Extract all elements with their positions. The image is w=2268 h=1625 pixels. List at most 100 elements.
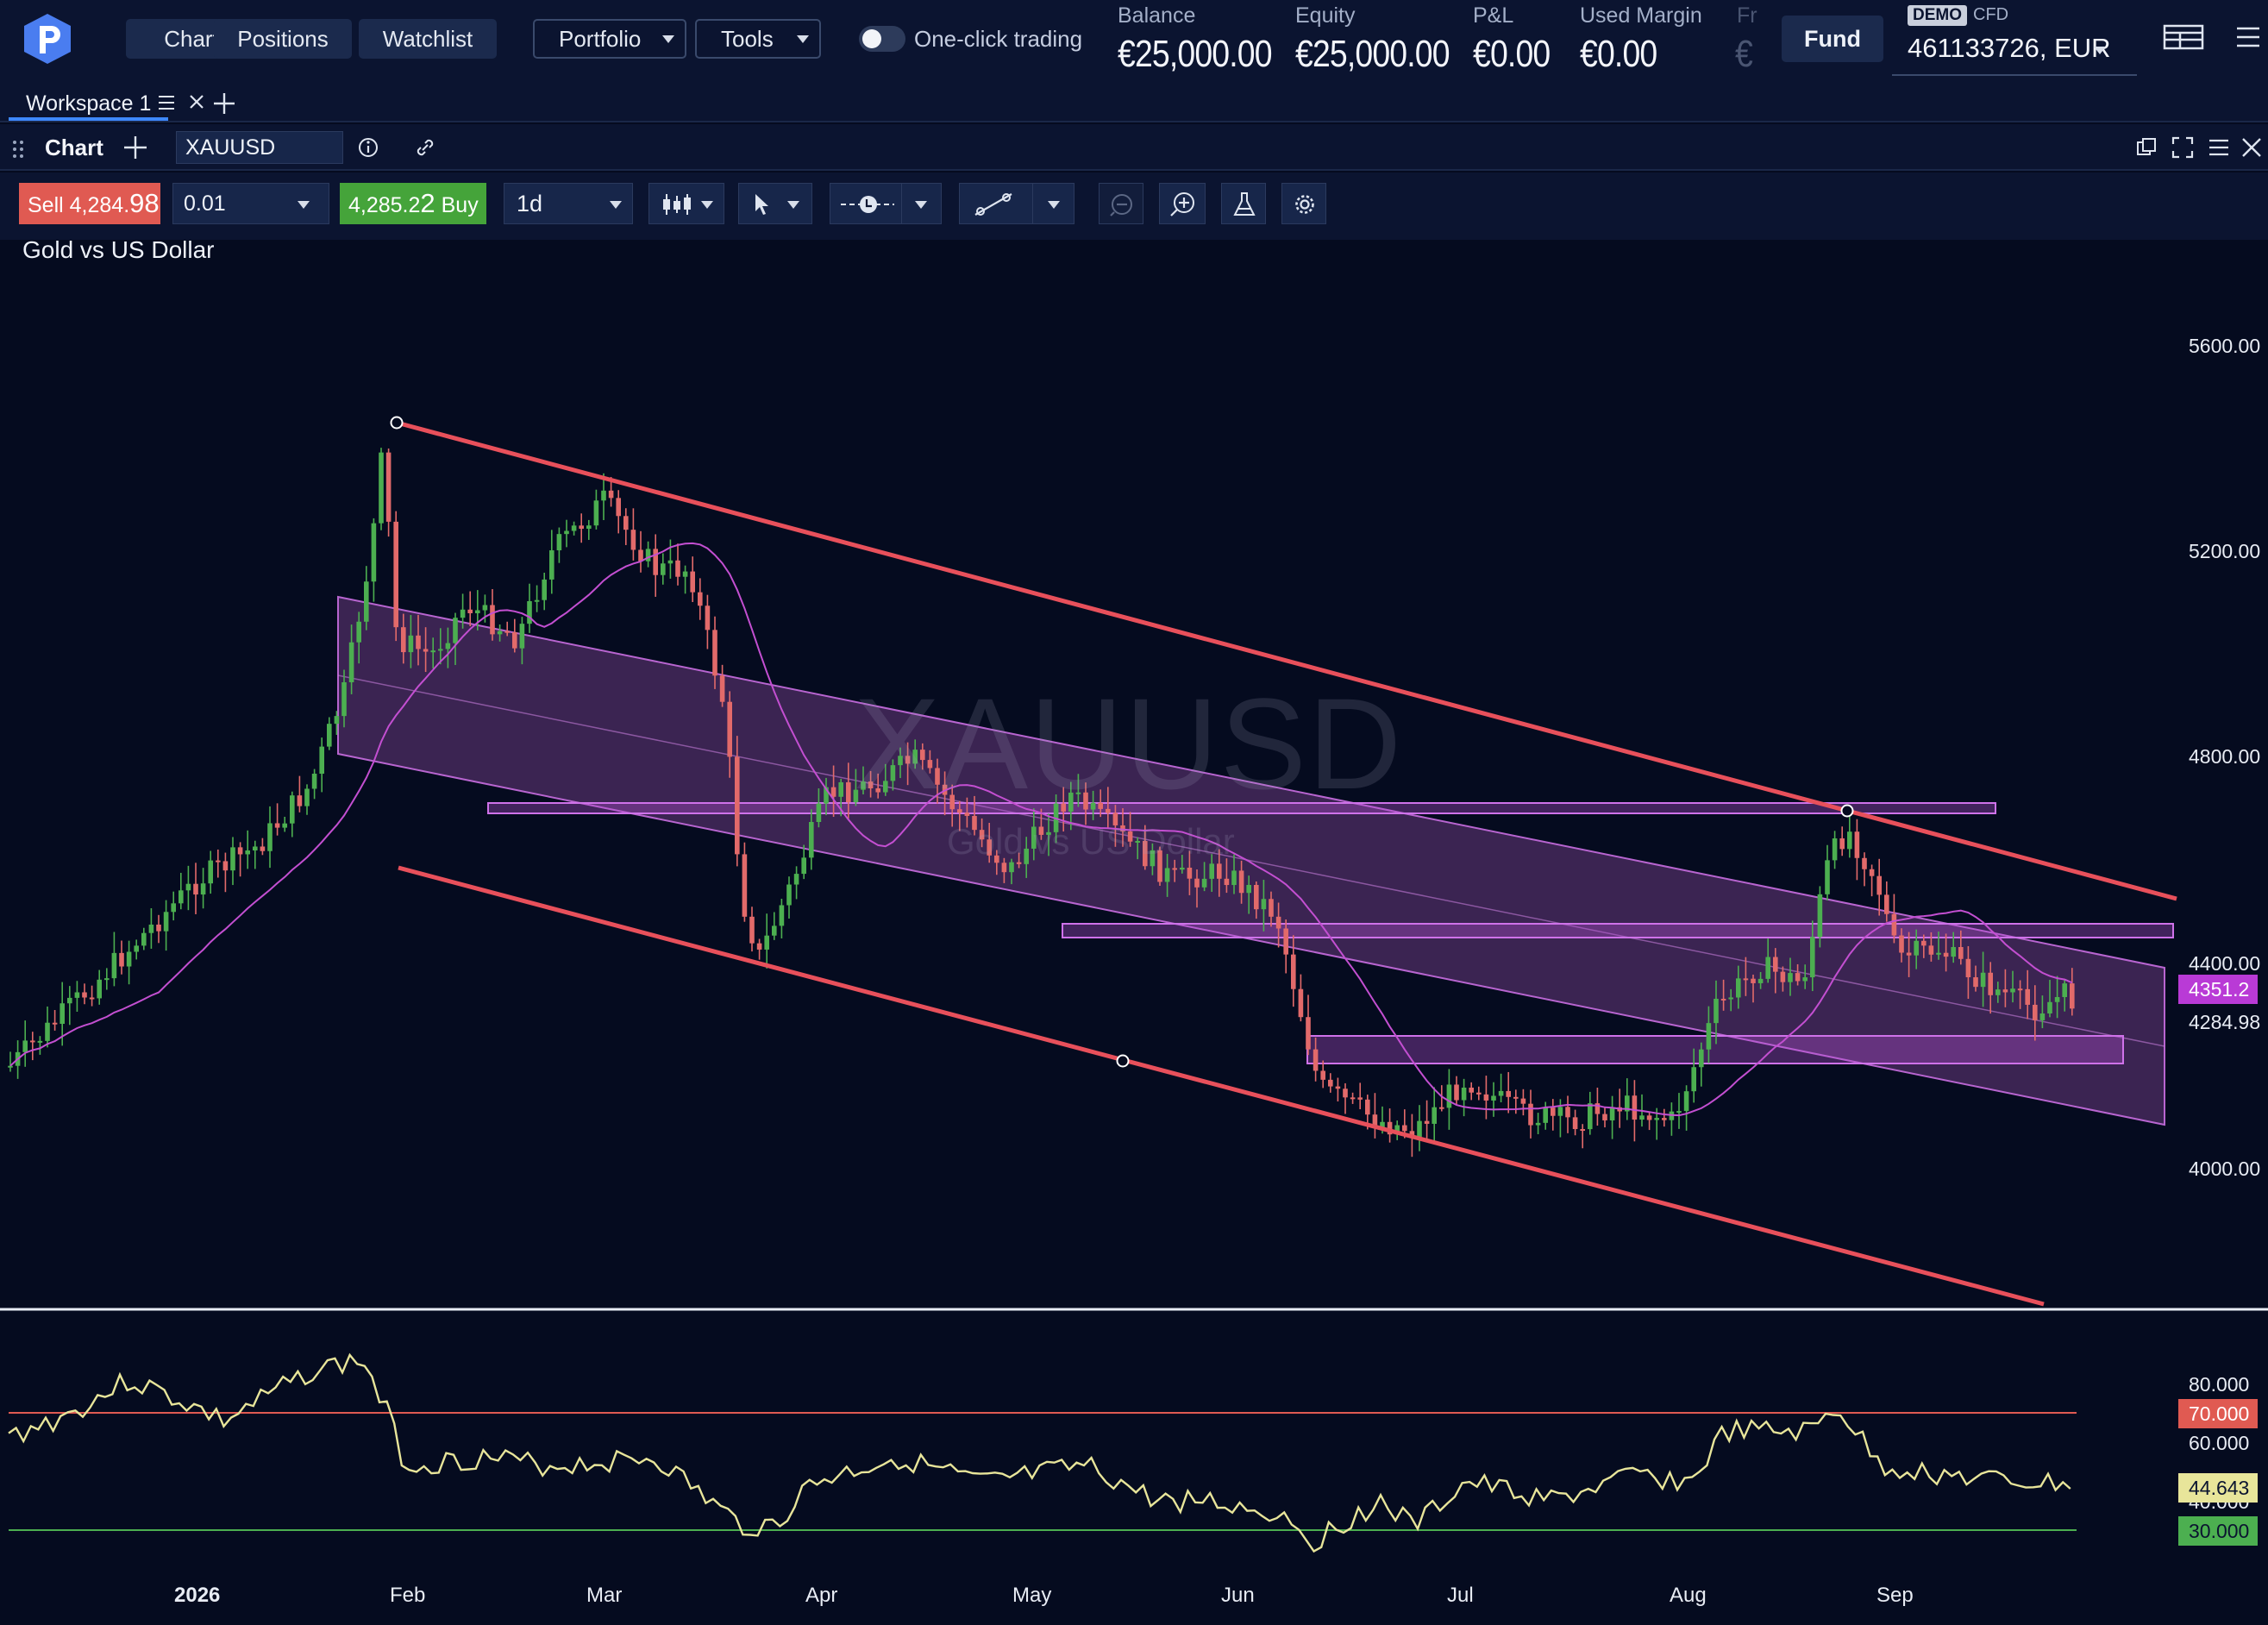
chevron-down-icon xyxy=(797,35,809,43)
flask-icon xyxy=(1233,192,1256,216)
timeframe-value: 1d xyxy=(517,191,543,216)
sell-button[interactable]: Sell 4,284.98 xyxy=(19,183,160,224)
rsi-lower-badge: 30.000 xyxy=(2178,1516,2258,1546)
drag-handle-icon[interactable] xyxy=(12,140,24,159)
price-tick: 4000.00 xyxy=(2189,1158,2261,1180)
price-tick: 5600.00 xyxy=(2189,335,2261,357)
time-tick: Jul xyxy=(1447,1584,1474,1607)
popout-icon[interactable] xyxy=(2133,135,2159,160)
used-margin-value: €0.00 xyxy=(1580,33,1657,75)
panel-title: Chart xyxy=(45,135,103,160)
cursor-arrow-icon xyxy=(755,194,768,215)
equity-value: €25,000.00 xyxy=(1295,33,1450,75)
cfd-label: CFD xyxy=(1973,5,2009,24)
fund-button[interactable]: Fund xyxy=(1782,16,1883,62)
chevron-down-icon xyxy=(1048,201,1060,209)
chart-settings-button[interactable] xyxy=(1281,183,1326,224)
chevron-down-icon xyxy=(915,201,927,209)
chevron-down-icon xyxy=(610,201,622,209)
portfolio-label: Portfolio xyxy=(559,26,642,52)
nav-positions-button[interactable]: Positions xyxy=(214,19,352,59)
workspace-tab[interactable]: Workspace 1 xyxy=(9,86,169,121)
chart-type-button[interactable] xyxy=(648,183,724,224)
divider xyxy=(901,184,902,223)
time-tick: Mar xyxy=(586,1584,623,1607)
layout-icon[interactable] xyxy=(2163,24,2204,50)
time-tick: Feb xyxy=(390,1584,426,1607)
time-tick: Sep xyxy=(1876,1584,1914,1607)
free-margin-value: € xyxy=(1735,33,1753,75)
gear-icon xyxy=(1295,195,1314,214)
chart-panel-header: Chart xyxy=(0,124,2268,171)
symbol-watermark: XAUUSD xyxy=(854,671,1404,816)
add-panel-icon[interactable] xyxy=(122,135,148,160)
symbol-watermark-subtitle: Gold vs US Dollar xyxy=(947,821,1235,862)
chart-toolbar: Sell 4,284.98 0.01 4,285.22 Buy 1d xyxy=(0,173,2268,240)
indicators-button[interactable] xyxy=(1221,183,1266,224)
buy-button[interactable]: 4,285.22 Buy xyxy=(340,183,486,224)
horizontal-line-icon xyxy=(841,196,894,213)
drawing-tool-button[interactable] xyxy=(959,183,1074,224)
info-icon[interactable] xyxy=(355,135,381,160)
tools-dropdown[interactable]: Tools xyxy=(695,19,821,59)
balance-value: €25,000.00 xyxy=(1118,33,1273,75)
rsi-tick: 80.000 xyxy=(2189,1373,2250,1396)
horizontal-line-tool-button[interactable] xyxy=(830,183,942,224)
panel-menu-icon[interactable] xyxy=(2206,135,2232,160)
menu-icon[interactable] xyxy=(2235,24,2261,50)
close-panel-icon[interactable] xyxy=(2239,135,2265,160)
chevron-down-icon xyxy=(298,201,310,209)
time-tick: May xyxy=(1012,1584,1052,1607)
price-tick: 5200.00 xyxy=(2189,540,2261,562)
equity-label: Equity xyxy=(1295,3,1356,28)
quantity-select[interactable]: 0.01 xyxy=(172,183,329,224)
one-click-trading-label: One-click trading xyxy=(914,26,1083,52)
workspace-menu-icon[interactable] xyxy=(157,93,176,112)
divider xyxy=(1032,184,1033,223)
close-workspace-icon[interactable] xyxy=(188,93,205,110)
price-tick: 4400.00 xyxy=(2189,952,2261,975)
chevron-down-icon xyxy=(701,201,713,209)
time-tick: Aug xyxy=(1670,1584,1707,1607)
pnl-label: P&L xyxy=(1473,3,1514,28)
chevron-down-icon[interactable] xyxy=(2094,47,2106,54)
zoom-out-button[interactable] xyxy=(1099,183,1143,224)
tools-label: Tools xyxy=(721,26,774,52)
zoom-in-icon xyxy=(1170,192,1194,216)
account-selector[interactable]: 461133726, EUR xyxy=(1908,33,2111,63)
buy-price-pips: 2 xyxy=(420,188,435,218)
fullscreen-icon[interactable] xyxy=(2170,135,2196,160)
buy-label: Buy xyxy=(435,193,479,217)
time-tick: Jun xyxy=(1221,1584,1255,1607)
chevron-down-icon xyxy=(787,201,799,209)
sell-price-pips: 98 xyxy=(129,188,160,218)
chart-area[interactable] xyxy=(0,240,2268,1625)
symbol-input[interactable] xyxy=(176,131,343,164)
add-workspace-icon[interactable] xyxy=(212,91,236,116)
link-icon[interactable] xyxy=(412,135,438,160)
used-margin-label: Used Margin xyxy=(1580,3,1702,28)
cursor-tool-button[interactable] xyxy=(738,183,812,224)
timeframe-select[interactable]: 1d xyxy=(504,183,633,224)
workspace-tab-label: Workspace 1 xyxy=(26,91,152,116)
app-logo-icon[interactable] xyxy=(19,12,76,66)
nav-watchlist-button[interactable]: Watchlist xyxy=(359,19,497,59)
rsi-upper-badge: 70.000 xyxy=(2178,1399,2258,1428)
time-tick-year: 2026 xyxy=(174,1584,221,1607)
balance-label: Balance xyxy=(1118,3,1196,28)
portfolio-dropdown[interactable]: Portfolio xyxy=(533,19,686,59)
quantity-value: 0.01 xyxy=(184,191,226,216)
chevron-down-icon xyxy=(662,35,674,43)
price-tick: 4800.00 xyxy=(2189,745,2261,768)
rsi-current-badge: 44.643 xyxy=(2178,1473,2258,1503)
zoom-in-button[interactable] xyxy=(1159,183,1206,224)
pnl-value: €0.00 xyxy=(1473,33,1551,75)
toggle-knob xyxy=(862,29,881,48)
sell-price-prefix: Sell 4,284. xyxy=(28,193,130,217)
buy-price-prefix: 4,285.2 xyxy=(348,193,421,217)
time-tick: Apr xyxy=(805,1584,838,1607)
free-margin-label: Fr xyxy=(1737,3,1757,28)
workspace-bar: Workspace 1 xyxy=(0,79,2268,122)
current-price-label: 4284.98 xyxy=(2189,1011,2261,1033)
one-click-trading-toggle[interactable] xyxy=(859,26,905,52)
